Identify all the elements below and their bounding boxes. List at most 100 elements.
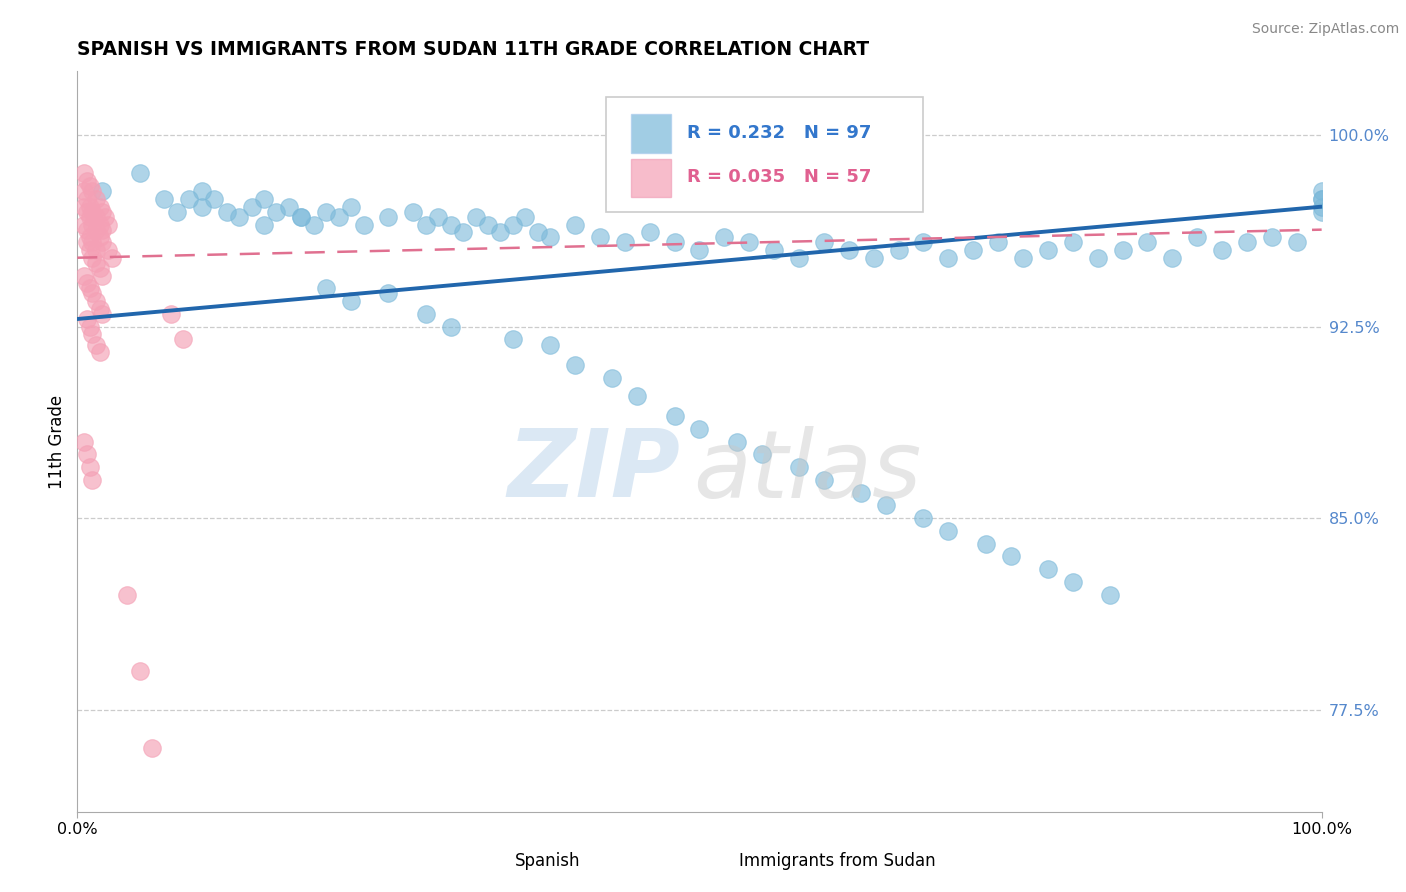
Point bbox=[440, 218, 463, 232]
Point bbox=[613, 235, 636, 250]
Point bbox=[89, 218, 111, 232]
Point bbox=[538, 337, 561, 351]
Point bbox=[415, 307, 437, 321]
Point bbox=[253, 192, 276, 206]
Point bbox=[172, 333, 194, 347]
Point bbox=[564, 218, 586, 232]
Point bbox=[79, 210, 101, 224]
Point bbox=[813, 473, 835, 487]
Point bbox=[91, 268, 114, 283]
Point bbox=[82, 327, 104, 342]
Point bbox=[215, 204, 238, 219]
Point bbox=[89, 200, 111, 214]
Point bbox=[101, 251, 124, 265]
Point bbox=[1261, 230, 1284, 244]
Point bbox=[664, 235, 686, 250]
Point bbox=[72, 185, 94, 199]
Point bbox=[862, 251, 884, 265]
Point bbox=[79, 243, 101, 257]
Point bbox=[82, 235, 104, 250]
Point bbox=[84, 256, 107, 270]
Point bbox=[302, 218, 325, 232]
Point bbox=[1062, 574, 1084, 589]
Point bbox=[489, 225, 512, 239]
Point bbox=[713, 230, 735, 244]
Point bbox=[79, 281, 101, 295]
Point bbox=[1000, 549, 1022, 564]
Point bbox=[84, 222, 107, 236]
Point bbox=[91, 204, 114, 219]
Point bbox=[84, 294, 107, 309]
Point bbox=[128, 166, 150, 180]
Point bbox=[427, 210, 450, 224]
Point bbox=[89, 301, 111, 316]
Point bbox=[340, 200, 363, 214]
Point bbox=[89, 260, 111, 275]
Point bbox=[353, 218, 375, 232]
Point bbox=[938, 251, 960, 265]
Point bbox=[1236, 235, 1258, 250]
Point bbox=[315, 281, 337, 295]
Point bbox=[526, 225, 548, 239]
Point bbox=[82, 251, 104, 265]
Point bbox=[1161, 251, 1184, 265]
Text: R = 0.232   N = 97: R = 0.232 N = 97 bbox=[688, 124, 872, 142]
Point bbox=[82, 204, 104, 219]
Point bbox=[191, 185, 214, 199]
Point bbox=[602, 370, 624, 384]
Point bbox=[638, 225, 661, 239]
Point bbox=[887, 243, 910, 257]
Point bbox=[79, 230, 101, 244]
Point bbox=[97, 243, 120, 257]
Point bbox=[502, 333, 524, 347]
Point bbox=[451, 225, 474, 239]
Point bbox=[290, 210, 312, 224]
Point bbox=[76, 447, 98, 461]
Point bbox=[1136, 235, 1159, 250]
Point bbox=[689, 422, 711, 436]
Point bbox=[82, 218, 104, 232]
Point bbox=[1310, 185, 1333, 199]
Point bbox=[851, 485, 873, 500]
Point bbox=[72, 166, 94, 180]
Text: Source: ZipAtlas.com: Source: ZipAtlas.com bbox=[1251, 22, 1399, 37]
Point bbox=[76, 235, 98, 250]
Point bbox=[1012, 251, 1035, 265]
Point bbox=[240, 200, 263, 214]
FancyBboxPatch shape bbox=[631, 159, 671, 197]
Point bbox=[589, 230, 612, 244]
Point bbox=[72, 200, 94, 214]
Point bbox=[253, 218, 276, 232]
Point bbox=[76, 192, 98, 206]
Point bbox=[266, 204, 288, 219]
Text: atlas: atlas bbox=[693, 425, 921, 516]
Point bbox=[141, 740, 163, 755]
Point bbox=[91, 307, 114, 321]
Text: Spanish: Spanish bbox=[516, 853, 581, 871]
Point bbox=[515, 210, 537, 224]
Point bbox=[1062, 235, 1084, 250]
Point bbox=[179, 192, 201, 206]
Point bbox=[115, 588, 138, 602]
Point bbox=[328, 210, 350, 224]
Point bbox=[1310, 204, 1333, 219]
Point bbox=[76, 174, 98, 188]
Point bbox=[1211, 243, 1233, 257]
Point bbox=[91, 185, 114, 199]
Point bbox=[340, 294, 363, 309]
Point bbox=[79, 460, 101, 475]
Point bbox=[1087, 251, 1109, 265]
Point bbox=[228, 210, 250, 224]
Point bbox=[1111, 243, 1133, 257]
Point bbox=[82, 185, 104, 199]
Y-axis label: 11th Grade: 11th Grade bbox=[48, 394, 66, 489]
Point bbox=[89, 345, 111, 359]
Point bbox=[72, 268, 94, 283]
Point bbox=[84, 243, 107, 257]
Point bbox=[79, 319, 101, 334]
Point bbox=[626, 388, 648, 402]
Point bbox=[315, 204, 337, 219]
Point bbox=[938, 524, 960, 538]
Point bbox=[738, 235, 761, 250]
Point bbox=[912, 511, 935, 525]
